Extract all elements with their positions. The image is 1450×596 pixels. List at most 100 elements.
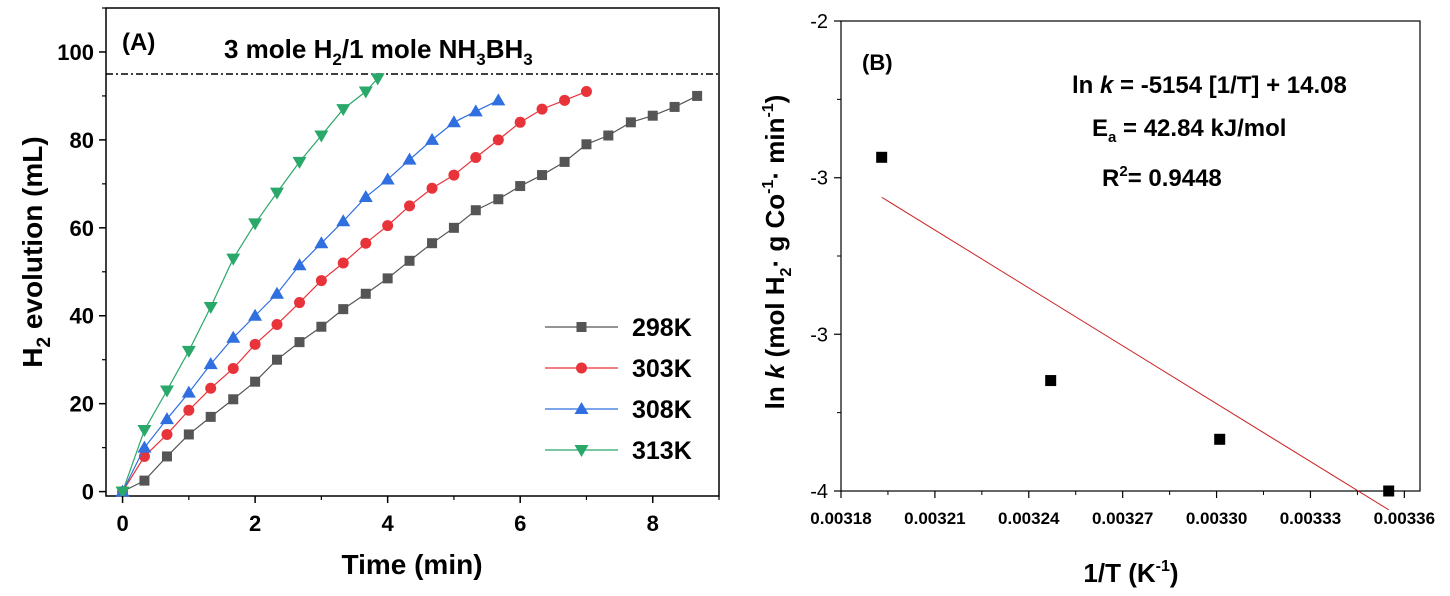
chart-a: 0 2 4 6 8 0 20 40 60 80 100 (A) 3 mole H2/1 mole … [17, 7, 720, 580]
chart-b-y-axis-label: ln k (mol H2· g Co-1· min-1) [760, 95, 795, 410]
chart-b-y-axis: -2 -3 -3 -4 [810, 11, 841, 503]
x-tick-label: 6 [514, 511, 526, 536]
legend-label-303K: 303K [632, 355, 692, 383]
x-tick-label: 2 [249, 511, 261, 536]
data-point-298K [647, 110, 658, 121]
legend-marker-308K [574, 402, 589, 414]
chart-a-series [115, 73, 703, 499]
data-point-308K [358, 190, 373, 203]
data-point [1383, 485, 1395, 497]
data-point-298K [271, 354, 282, 365]
y-tick-label: 60 [70, 216, 94, 241]
data-point-313K [370, 73, 385, 86]
data-point-308K [292, 258, 307, 271]
data-point-303K [183, 404, 195, 416]
data-point-313K [115, 486, 130, 499]
data-point [876, 151, 888, 163]
x-tick-label: 0.00327 [1092, 509, 1153, 528]
data-point-313K [314, 130, 329, 143]
data-point-303K [536, 103, 548, 115]
linear-fit-line [881, 196, 1389, 511]
data-point-303K [514, 116, 526, 128]
data-point-303K [161, 428, 173, 440]
data-point-308K [491, 93, 506, 106]
data-point-313K [159, 385, 174, 398]
data-point-303K [404, 200, 416, 212]
data-point-298K [625, 117, 636, 128]
data-point-308K [468, 104, 483, 117]
data-point-308K [269, 286, 284, 299]
data-point-298K [404, 255, 415, 266]
data-point-303K [227, 363, 239, 375]
chart-b-x-axis: 0.00318 0.00321 0.00324 0.00327 0.00330 0.003… [810, 491, 1435, 528]
y-tick-label: 80 [70, 128, 94, 153]
legend-label-308K: 308K [632, 396, 692, 424]
data-point-308K [226, 330, 241, 343]
data-point-298K [448, 222, 459, 233]
x-tick-label: 0.00318 [810, 509, 871, 528]
data-point-308K [181, 385, 196, 398]
legend-label-313K: 313K [632, 437, 692, 465]
chart-b-activation-energy: Ea = 42.84 kJ/mol [1092, 115, 1286, 146]
legend-label-298K: 298K [632, 314, 692, 342]
data-point-298K [294, 337, 305, 348]
y-tick-label: -3 [810, 168, 828, 190]
chart-b-fit-line [881, 196, 1389, 511]
chart-b: 0.00318 0.00321 0.00324 0.00327 0.00330 0.003… [760, 11, 1435, 588]
data-point-308K [203, 357, 218, 370]
x-tick-label: 0 [116, 511, 128, 536]
chart-a-x-axis: 0 2 4 6 8 [116, 496, 720, 536]
data-point-303K [249, 338, 261, 350]
data-point-313K [269, 187, 284, 200]
y-tick-label: 100 [57, 40, 94, 65]
x-tick-label: 0.00324 [998, 509, 1060, 528]
chart-a-panel-label: (A) [122, 29, 155, 56]
chart-b-equation: ln k = -5154 [1/T] + 14.08 [1072, 72, 1347, 99]
chart-b-points [876, 151, 1395, 497]
data-point-298K [470, 205, 481, 216]
data-point-298K [360, 288, 371, 299]
chart-a-plot-area [105, 7, 720, 497]
data-point-313K [137, 425, 152, 438]
chart-b-plot-area [840, 20, 1421, 492]
data-point-298K [559, 156, 570, 167]
data-point-303K [360, 237, 372, 249]
chart-a-x-axis-label: Time (min) [341, 549, 482, 580]
data-point-308K [425, 132, 440, 145]
data-point-313K [181, 345, 196, 358]
data-point-303K [271, 319, 283, 331]
chart-a-title: 3 mole H2/1 mole NH3BH3 [224, 34, 533, 69]
x-tick-label: 0.00321 [904, 509, 965, 528]
data-point-303K [470, 151, 482, 163]
data-point-308K [336, 214, 351, 227]
data-point-298K [161, 451, 172, 462]
y-tick-label: 20 [70, 392, 94, 417]
data-point [1214, 433, 1226, 445]
data-point-308K [137, 440, 152, 453]
y-tick-label: -2 [810, 11, 828, 33]
y-tick-label: 40 [70, 304, 94, 329]
legend-marker-298K [576, 322, 587, 332]
chart-b-r-squared: R2= 0.9448 [1102, 163, 1222, 192]
data-point-303K [294, 297, 306, 309]
data-point-303K [315, 275, 327, 287]
data-point-308K [402, 152, 417, 165]
data-point-303K [492, 134, 504, 146]
chart-b-x-axis-label: 1/T (K-1) [1083, 558, 1178, 588]
data-point-308K [446, 115, 461, 128]
data-point-298K [338, 304, 349, 315]
data-point-313K [226, 253, 241, 266]
data-point-308K [314, 236, 329, 249]
data-point-303K [205, 382, 217, 394]
data-point-298K [205, 411, 216, 422]
data-point-313K [292, 156, 307, 169]
data-point-303K [382, 220, 394, 232]
legend-marker-313K [574, 445, 589, 457]
data-point-298K [581, 139, 592, 150]
data-point-303K [426, 182, 438, 194]
legend-marker-303K [576, 362, 587, 374]
data-point-298K [316, 321, 327, 332]
series-line-303K [122, 90, 587, 492]
chart-b-panel-label: (B) [862, 50, 893, 75]
